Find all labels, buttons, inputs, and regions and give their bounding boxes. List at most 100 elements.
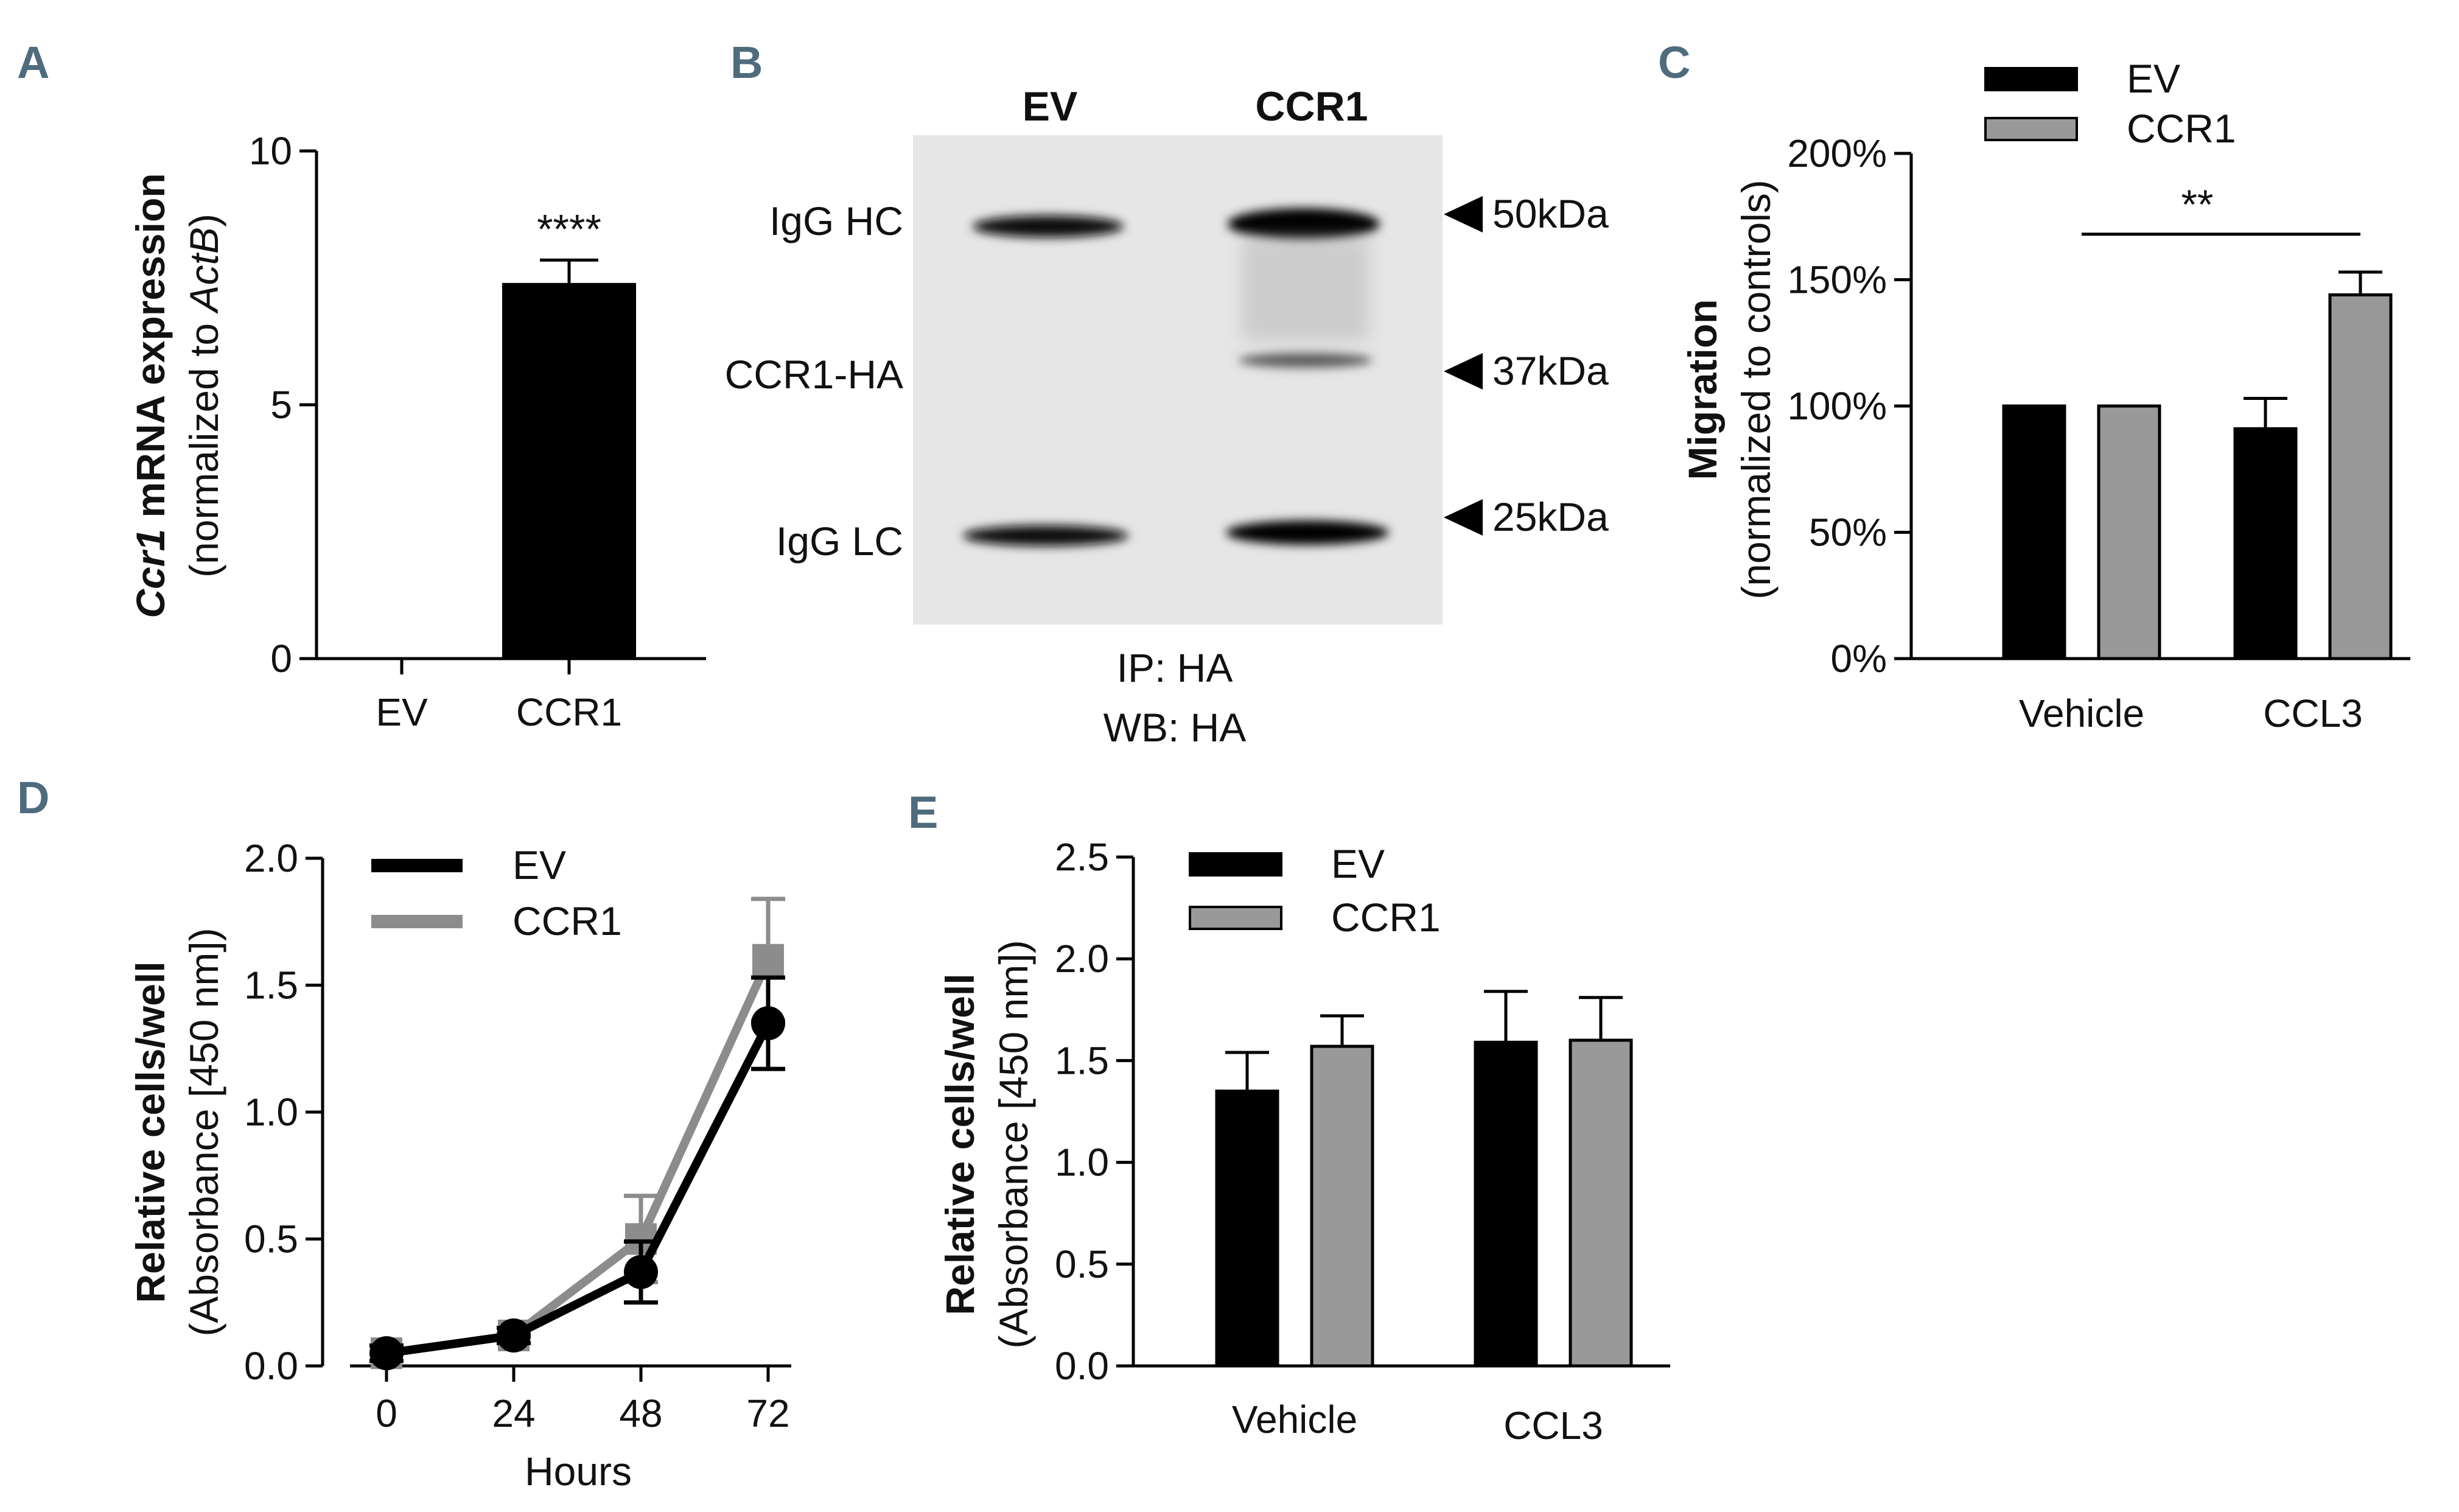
panel-c-legend-ev-label: EV [2127, 56, 2180, 101]
panel-e-ylabel: Relative cells/well [937, 973, 982, 1315]
panel-e-bar [1215, 1090, 1279, 1368]
panel-e-bar [1569, 1038, 1633, 1368]
panel-c-x-tick-label: CCL3 [2263, 691, 2363, 735]
panel-e-x-tick-label: CCL3 [1503, 1404, 1603, 1447]
panel-d-axes: 0.0 0.5 1.0 1.5 2.0 0 24 48 72 [244, 836, 791, 1435]
panel-e-y-tick-label: 2.5 [1055, 835, 1109, 879]
marker-arrow-50 [1444, 196, 1483, 233]
band-ccr1-ha [1239, 353, 1373, 368]
panel-c-x-tick-label: Vehicle [2019, 691, 2144, 735]
blot-label-igg-hc: IgG HC [769, 198, 903, 243]
panel-a-y-tick-label: 0 [270, 637, 292, 681]
panel-e-legend: EV CCR1 [1189, 841, 1441, 940]
panel-d-line-ev [386, 1021, 772, 1358]
band-ccr1-igg-lc [1226, 520, 1389, 545]
panel-letter-a: A [17, 37, 49, 88]
marker-37kda: 37kDa [1492, 348, 1609, 393]
panel-c-y-tick-label: 150% [1787, 258, 1887, 302]
panel-d-y-tick-label: 2.0 [244, 836, 298, 880]
panel-d-xlabel: Hours [525, 1449, 632, 1494]
panel-e-y-tick-label: 1.0 [1055, 1141, 1109, 1185]
blot-bands [963, 208, 1389, 546]
panel-d-ylabel: Relative cells/well [128, 961, 173, 1303]
panel-c-bar [2097, 404, 2161, 660]
panel-d-marks [369, 897, 785, 1371]
panel-c-y-tick-label: 50% [1809, 511, 1887, 555]
panel-a-y-tick-label: 5 [270, 383, 292, 427]
panel-a: A Ccr1 mRNA expression (normalized to Ac… [17, 37, 706, 734]
panel-c-y-tick-label: 200% [1787, 131, 1887, 175]
panel-d-point-ev [497, 1318, 531, 1353]
panel-c-legend-ev-swatch [1984, 67, 2078, 91]
panel-c-ylabel-sub: (normalized to controls) [1733, 180, 1779, 600]
blot-caption-wb: WB: HA [1104, 705, 1247, 750]
panel-e-y-tick-label: 1.5 [1055, 1038, 1109, 1082]
panel-d-line-ccr1 [386, 957, 772, 1358]
marker-50kda: 50kDa [1492, 191, 1609, 236]
panel-e-legend-ccr1-label: CCR1 [1331, 895, 1441, 940]
panel-d-x-tick-label: 72 [746, 1391, 789, 1435]
panel-a-significance: **** [537, 206, 601, 252]
panel-c-marks: ** [2002, 181, 2393, 660]
panel-c-ylabel: Migration [1680, 299, 1725, 480]
panel-e-marks [1215, 990, 1633, 1368]
band-ev-igg-lc [963, 525, 1128, 546]
panel-d-point-ev [624, 1255, 658, 1289]
panel-e-y-tick-label: 2.0 [1055, 937, 1109, 981]
band-ccr1-igg-hc [1228, 208, 1380, 240]
panel-a-bar [502, 282, 636, 659]
panel-e-legend-ccr1-swatch [1189, 906, 1282, 930]
panel-e-x-tick-label: Vehicle [1232, 1398, 1357, 1441]
blot-lane-ev: EV [1023, 83, 1078, 130]
blot-label-ccr1-ha: CCR1-HA [725, 352, 903, 397]
panel-a-y-tick-label: 10 [249, 129, 292, 173]
smear-ccr1 [1242, 237, 1369, 341]
panel-d-legend-ev-label: EV [512, 842, 566, 887]
panel-d-point-ev [369, 1336, 404, 1371]
panel-c-y-tick-label: 0% [1831, 637, 1887, 681]
panel-c-bar [2233, 427, 2298, 660]
panel-d-point-ccr1 [752, 943, 784, 976]
panel-a-marks: **** [502, 206, 636, 659]
marker-25kda: 25kDa [1492, 494, 1609, 539]
panel-a-ylabel-sub: (normalized to ActB) [181, 214, 226, 578]
panel-d-point-ev [751, 1006, 785, 1041]
blot-membrane [913, 135, 1443, 625]
panel-d-x-tick-label: 0 [376, 1391, 397, 1435]
panel-letter-d: D [17, 772, 49, 823]
panel-c-bar [2002, 404, 2066, 660]
panel-a-x-tick-label: EV [376, 690, 428, 734]
panel-a-axes: 0 5 10 EV CCR1 [249, 129, 706, 734]
blot-label-igg-lc: IgG LC [776, 519, 903, 564]
panel-e-legend-ev-label: EV [1331, 841, 1385, 886]
blot-lane-ccr1: CCR1 [1255, 83, 1368, 130]
marker-arrow-37 [1444, 353, 1483, 390]
panel-letter-b: B [730, 37, 763, 88]
panel-a-x-tick-label: CCR1 [516, 690, 622, 734]
panel-e-y-tick-label: 0.0 [1055, 1344, 1109, 1388]
panel-d-legend: EV CCR1 [371, 842, 622, 943]
panel-a-ylabel: Ccr1 mRNA expression [128, 173, 173, 618]
panel-e-legend-ev-swatch [1189, 852, 1282, 877]
blot-caption-ip: IP: HA [1117, 645, 1233, 690]
panel-c-significance: ** [2181, 181, 2214, 228]
marker-arrow-25 [1444, 499, 1483, 536]
panel-c-legend-ccr1-swatch [1984, 117, 2078, 141]
panel-d-ylabel-sub: (Absorbance [450 nm]) [181, 928, 226, 1336]
panel-d-y-tick-label: 0.0 [244, 1344, 298, 1388]
panel-b: B EV CCR1 IgG HC CCR1-HA IgG LC 50kDa 37… [725, 37, 1609, 750]
panel-e-bar [1474, 1040, 1538, 1368]
panel-c: C Migration (normalized to controls) 0% 5… [1658, 37, 2410, 735]
panel-letter-e: E [908, 787, 938, 838]
panel-d: D Relative cells/well (Absorbance [450 n… [17, 772, 791, 1494]
band-ev-igg-hc [973, 215, 1124, 237]
panel-e-bar [1310, 1045, 1374, 1368]
panel-c-legend: EV CCR1 [1984, 56, 2236, 151]
panel-e-ylabel-sub: (Absorbance [450 nm]) [991, 940, 1036, 1348]
panel-d-y-tick-label: 1.5 [244, 964, 298, 1007]
panel-d-x-tick-label: 48 [619, 1391, 662, 1435]
panel-c-bar [2328, 293, 2393, 660]
panel-c-legend-ccr1-label: CCR1 [2127, 106, 2236, 151]
panel-letter-c: C [1658, 37, 1690, 88]
